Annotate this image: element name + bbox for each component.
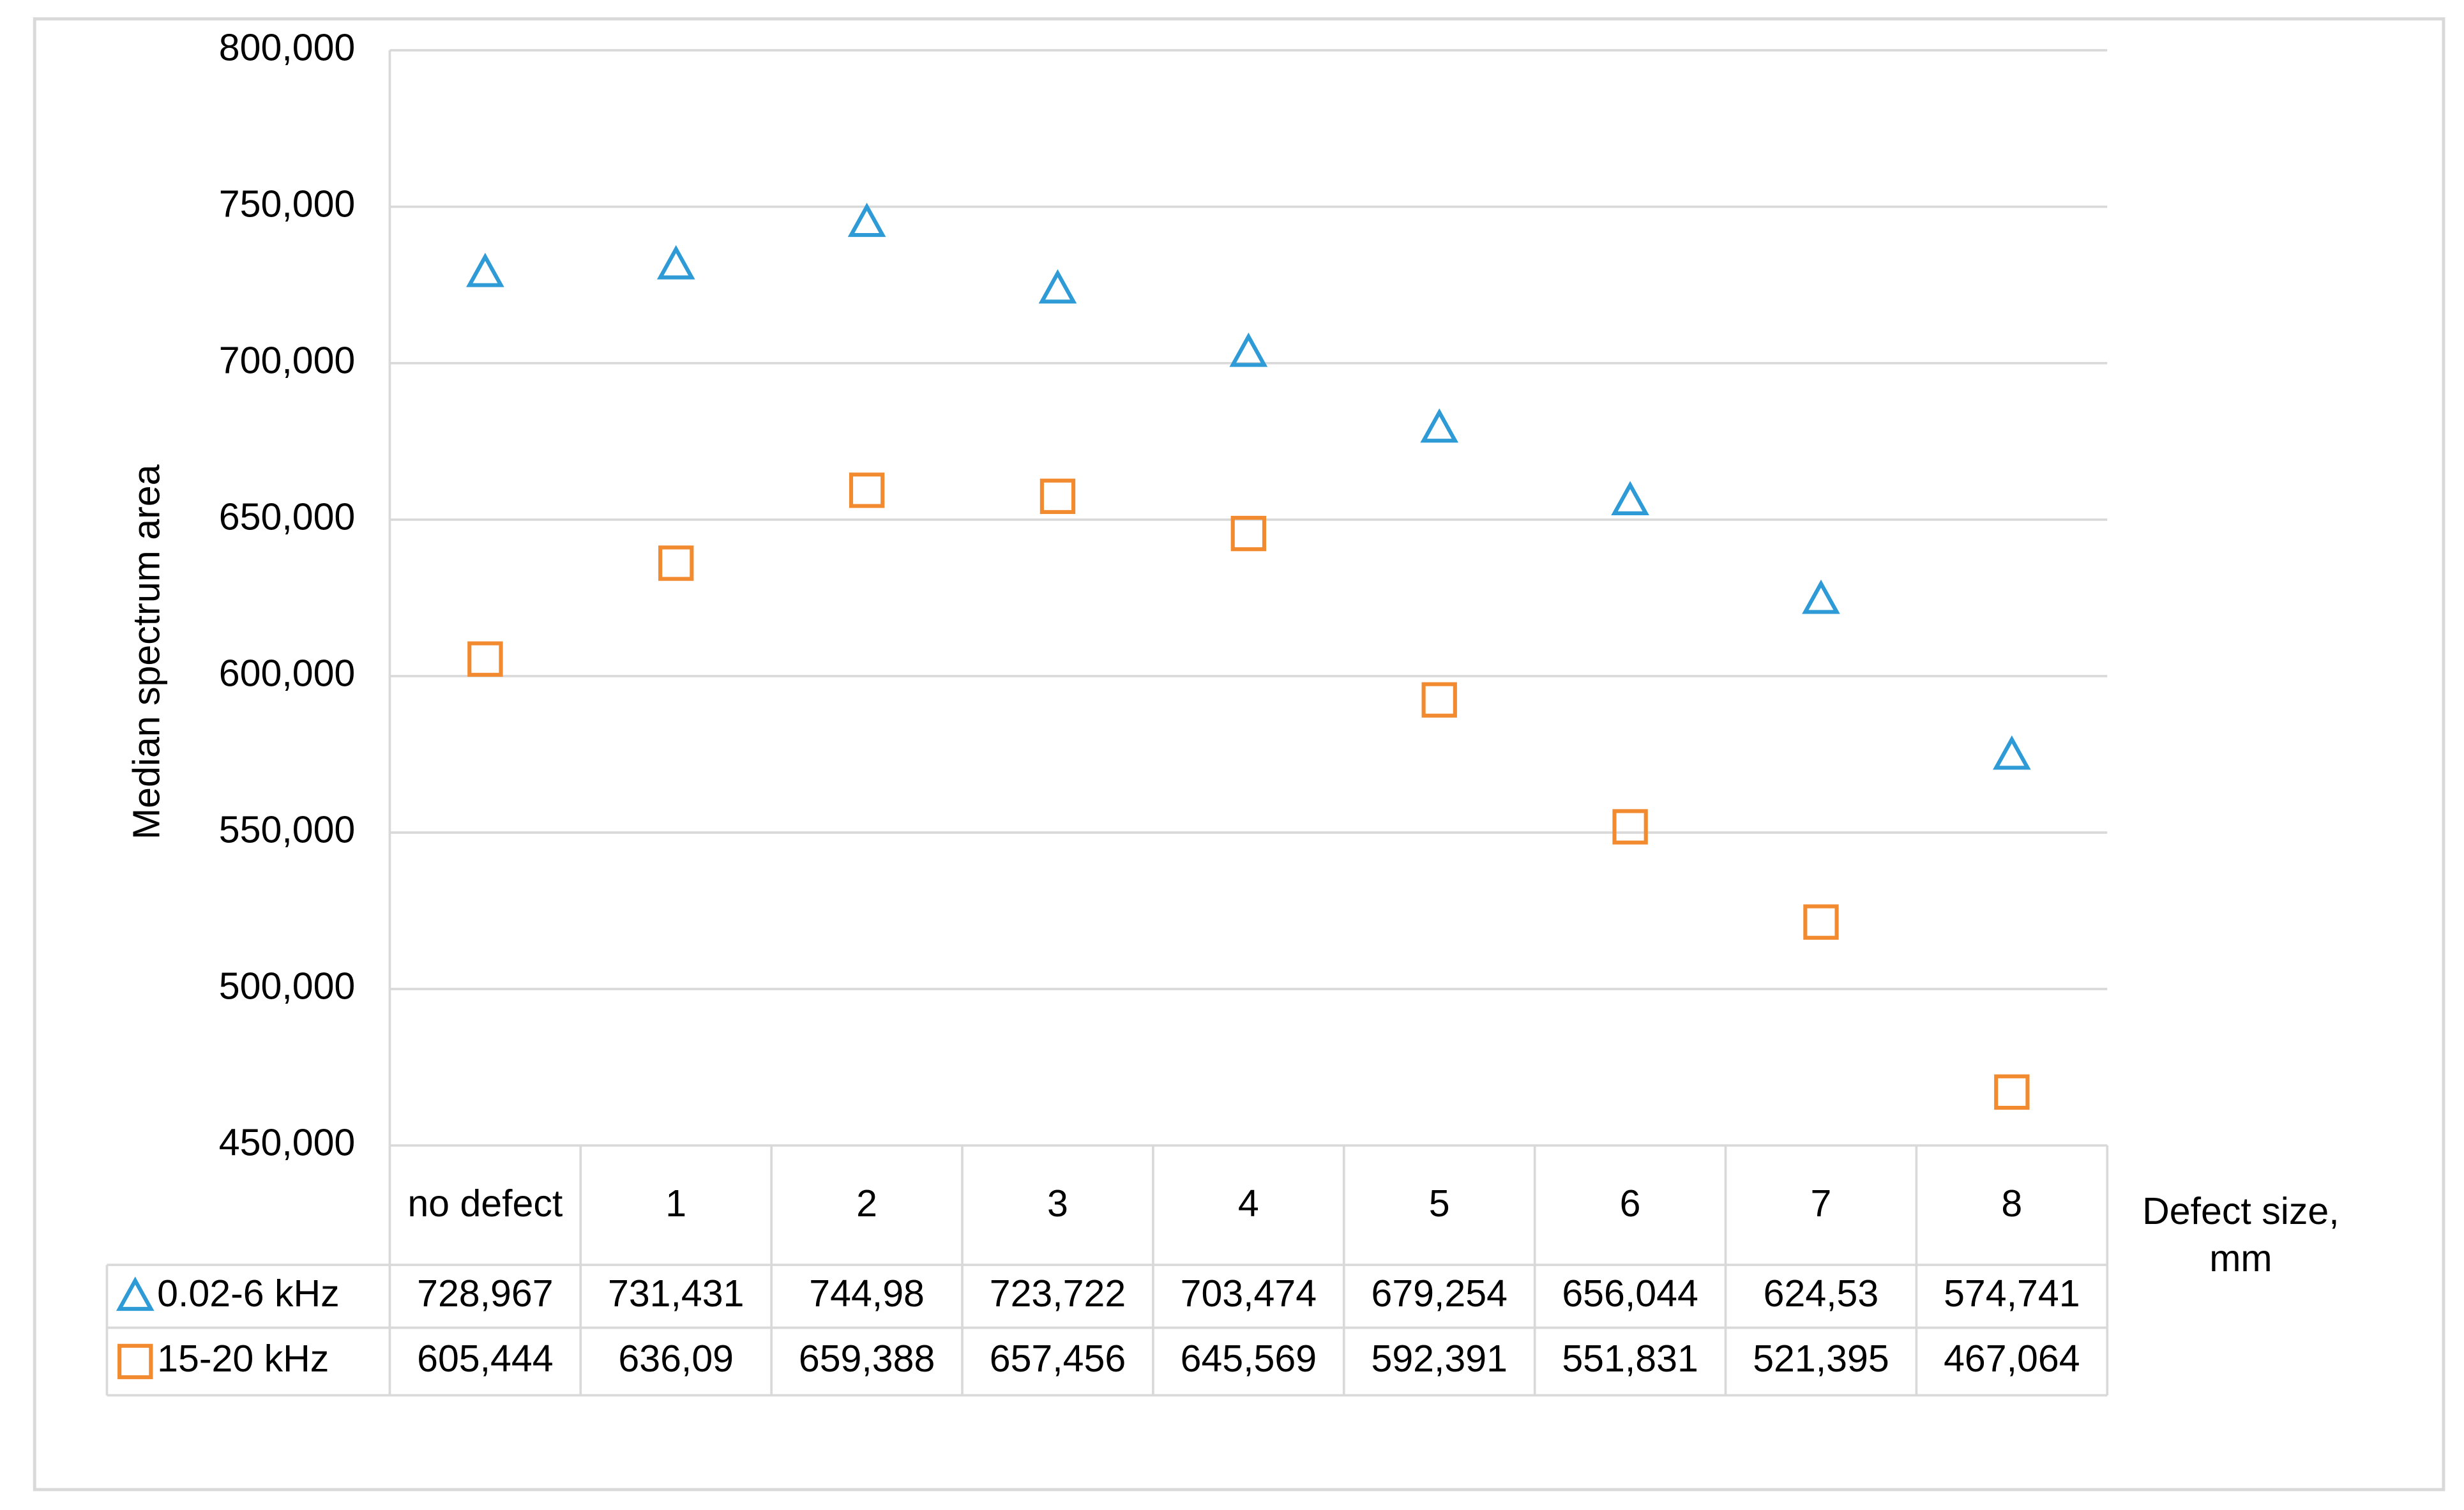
table-cell: 656,044: [1562, 1272, 1698, 1315]
table-cell: 659,388: [799, 1338, 935, 1380]
table-cell: 731,431: [608, 1272, 744, 1315]
data-point: [1038, 269, 1077, 304]
x-tick-label-box: 6: [1619, 1183, 1641, 1226]
y-tick-label: 700,000: [219, 339, 355, 381]
legend-marker: [117, 1343, 153, 1380]
table-cell: 744,98: [809, 1272, 925, 1315]
data-point: [1230, 515, 1267, 552]
legend-label: 0.02-6 kHz: [157, 1272, 340, 1315]
x-tick-label-box: 4: [1237, 1183, 1259, 1226]
data-point: [1802, 579, 1840, 614]
data-point: [466, 252, 504, 287]
table-cell: 605,444: [417, 1338, 553, 1380]
y-tick-label: 650,000: [219, 495, 355, 538]
data-point: [849, 472, 885, 508]
x-tick-label-box: 3: [1047, 1183, 1068, 1226]
data-point: [847, 202, 886, 238]
data-point: [1994, 1074, 2030, 1110]
table-cell: 592,391: [1371, 1338, 1507, 1380]
x-tick-label: 2: [856, 1183, 877, 1226]
data-point: [658, 545, 694, 581]
x-tick-label: 6: [1619, 1183, 1641, 1226]
y-tick-label: 450,000: [219, 1122, 355, 1164]
x-tick-label: 7: [1810, 1183, 1832, 1226]
data-point: [1803, 904, 1839, 940]
table-cell: 574,741: [1944, 1272, 2080, 1315]
y-tick-label: 800,000: [219, 26, 355, 68]
y-tick-label: 500,000: [219, 965, 355, 1008]
table-cell: 657,456: [990, 1338, 1126, 1380]
data-point: [1612, 809, 1648, 845]
data-point: [656, 245, 695, 280]
table-cell: 551,831: [1562, 1338, 1698, 1380]
y-tick-label: 550,000: [219, 809, 355, 851]
x-tick-label-box: no defect: [407, 1183, 563, 1226]
x-tick-label: 5: [1428, 1183, 1450, 1226]
x-tick-label: 4: [1237, 1183, 1259, 1226]
x-tick-label: 3: [1047, 1183, 1068, 1226]
table-cell: 723,722: [990, 1272, 1126, 1315]
table-cell: 728,967: [417, 1272, 553, 1315]
x-tick-label: 8: [2001, 1183, 2023, 1226]
x-axis-title: Defect size, mm: [2142, 1191, 2339, 1281]
x-tick-label-box: 8: [2001, 1183, 2023, 1226]
table-cell: 467,064: [1944, 1338, 2080, 1380]
y-tick-label: 750,000: [219, 183, 355, 225]
x-tick-label-box: 1: [665, 1183, 687, 1226]
x-tick-label: no defect: [407, 1183, 563, 1226]
data-point: [1039, 478, 1076, 515]
table-cell: 636,09: [618, 1338, 734, 1380]
data-point: [1992, 735, 2031, 770]
table-cell: 521,395: [1753, 1338, 1889, 1380]
data-point: [1229, 332, 1268, 367]
table-cell: 624,53: [1764, 1272, 1879, 1315]
x-tick-label-box: 5: [1428, 1183, 1450, 1226]
table-cell: 703,474: [1181, 1272, 1317, 1315]
chart-border: [33, 17, 2445, 1491]
data-point: [1420, 408, 1459, 443]
x-axis-title-box: Defect size, mm: [2142, 1191, 2339, 1281]
legend-label: 15-20 kHz: [157, 1338, 329, 1380]
x-tick-label-box: 7: [1810, 1183, 1832, 1226]
data-point: [1421, 682, 1457, 718]
data-point: [1611, 481, 1649, 516]
x-tick-label: 1: [665, 1183, 687, 1226]
table-cell: 645,569: [1181, 1338, 1317, 1380]
y-axis-title: Median spectrum area: [125, 464, 167, 840]
y-tick-label: 600,000: [219, 653, 355, 695]
data-point: [467, 641, 503, 677]
x-tick-label-box: 2: [856, 1183, 877, 1226]
table-cell: 679,254: [1371, 1272, 1507, 1315]
legend-marker: [116, 1276, 155, 1311]
